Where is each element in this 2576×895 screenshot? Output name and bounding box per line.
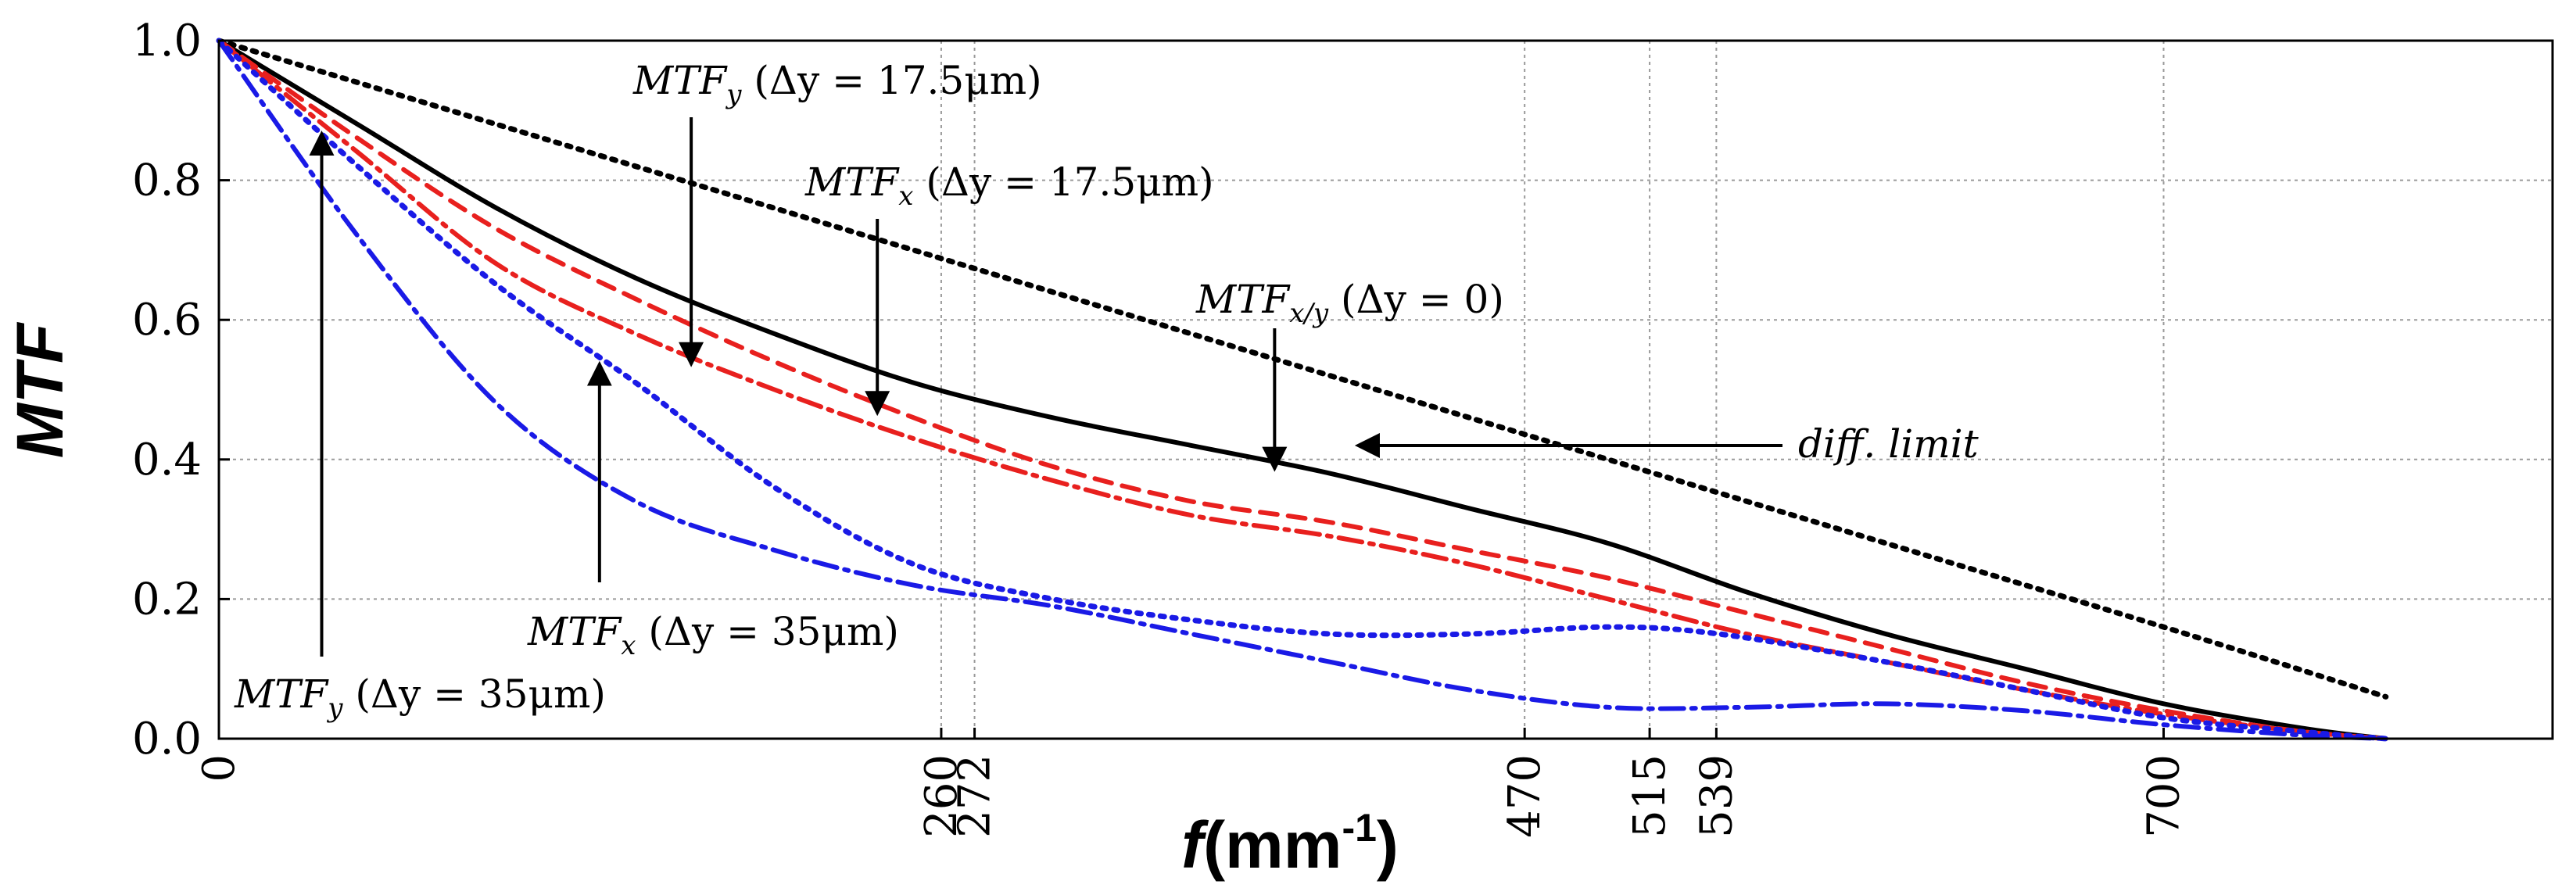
x-tick-label-0: 0 — [194, 754, 245, 782]
x-axis-label-unit: (mm — [1203, 808, 1342, 882]
series-line-1 — [217, 38, 2388, 741]
x-axis-label-exponent: -1 — [1342, 806, 1376, 850]
y-tick-label-4: 0.8 — [132, 156, 202, 206]
annotation-label-0: MTFy (Δy = 17.5μm) — [632, 58, 1042, 110]
y-tick-label-0: 0.0 — [132, 714, 202, 764]
x-axis-label-close: ) — [1377, 808, 1399, 882]
y-axis-label: MTF — [3, 321, 77, 458]
series-group — [216, 38, 2389, 742]
y-tick-label-2: 0.4 — [132, 435, 202, 485]
annotation-label-5: MTFy (Δy = 35μm) — [234, 671, 606, 724]
annotations: MTFy (Δy = 17.5μm) MTFx (Δy = 17.5μm) MTFx… — [234, 58, 1979, 724]
annotation-label-3: diff. limit — [1798, 421, 1979, 467]
x-tick-label-6: 700 — [2139, 754, 2190, 838]
series-line-4 — [216, 38, 2389, 742]
x-tick-label-1: 260 — [916, 754, 967, 838]
series-line-2 — [217, 38, 2388, 741]
x-axis-label: f(mm-1) — [1181, 806, 1399, 882]
x-tick-label-2: 272 — [950, 754, 1001, 838]
annotation-label-2: MTFx/y (Δy = 0) — [1195, 277, 1504, 329]
x-tick-label-5: 539 — [1691, 754, 1742, 838]
series-line-5 — [217, 38, 2388, 741]
x-tick-label-3: 470 — [1499, 754, 1550, 838]
y-tick-label-3: 0.6 — [132, 295, 202, 345]
plot-frame — [217, 39, 2554, 740]
y-tick-label-5: 1.0 — [132, 16, 202, 66]
series-line-0 — [216, 38, 2389, 700]
y-tick-label-1: 0.2 — [132, 574, 202, 625]
x-tick-label-4: 515 — [1625, 754, 1675, 838]
y-ticks: 0.0 0.2 0.4 0.6 0.8 1.0 — [132, 16, 230, 764]
annotation-label-1: MTFx (Δy = 17.5μm) — [804, 159, 1214, 212]
annotation-label-4: MTFx (Δy = 35μm) — [527, 609, 899, 661]
